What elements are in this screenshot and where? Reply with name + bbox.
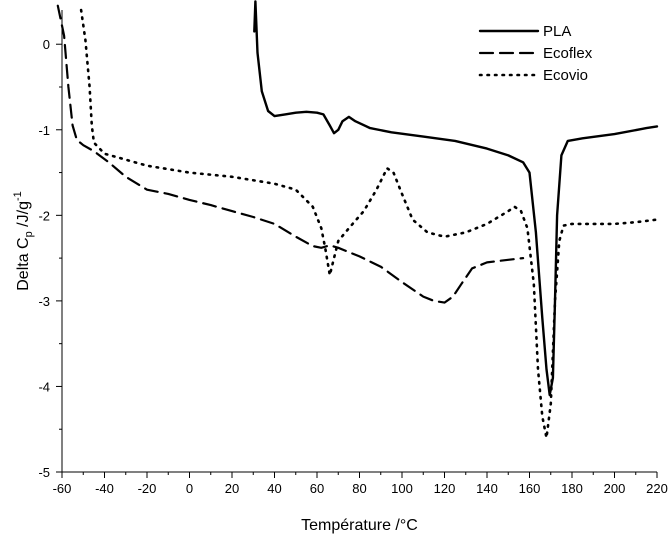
y-axis-label: Delta Cp /J/g-1 [12,191,35,291]
series-ecovio-line [79,8,659,440]
y-tick-label: -4 [38,379,50,394]
y-axis-label-main: Delta C [15,237,32,290]
tick-group: -60 -40 -20 0 20 40 60 80 100 120 140 160 180 200 220 0… [38,37,667,496]
x-tick-label: 120 [434,481,456,496]
series-pla-line [253,0,659,397]
x-tick-label: -40 [95,481,114,496]
x-tick-label: 100 [391,481,413,496]
legend-label-pla: PLA [543,23,571,40]
x-tick-label: 200 [604,481,626,496]
y-tick-label: -1 [38,123,50,138]
x-tick-label: 60 [310,481,324,496]
x-axis-label: Température /°C [301,517,418,534]
series-ecoflex-line [56,4,525,304]
y-tick-label: -2 [38,208,50,223]
y-axis-label-unit: /J/g [15,201,32,231]
x-tick-label: 220 [646,481,668,496]
y-axis-label-sub: p [23,231,35,237]
x-tick-label: -20 [138,481,157,496]
x-tick-label: 140 [476,481,498,496]
y-tick-label: 0 [43,37,50,52]
legend-label-ecovio: Ecovio [543,67,588,84]
legend-label-ecoflex: Ecoflex [543,45,593,62]
x-tick-label: 180 [561,481,583,496]
y-tick-label: -5 [38,465,50,480]
x-tick-label: 20 [225,481,239,496]
x-tick-label: 160 [519,481,541,496]
y-tick-label: -3 [38,294,50,309]
legend: PLA Ecoflex Ecovio [478,23,593,84]
x-tick-label: 80 [352,481,366,496]
x-tick-label: -60 [53,481,72,496]
y-axis-label-sup: -1 [12,191,24,201]
x-tick-label: 40 [267,481,281,496]
series-group [56,0,659,440]
x-tick-label: 0 [186,481,193,496]
